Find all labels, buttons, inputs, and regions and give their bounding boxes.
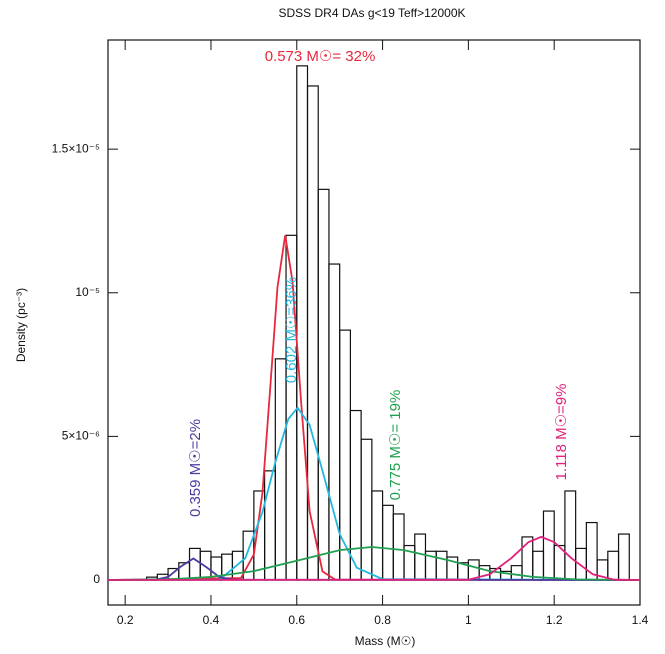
- histogram-bar: [392, 513, 405, 581]
- histogram-bar: [317, 188, 330, 581]
- histogram-bar: [339, 329, 352, 581]
- y-axis-label: Density (pc⁻³): [14, 288, 28, 362]
- histogram-bar: [274, 358, 287, 581]
- histogram-bar: [349, 409, 362, 581]
- histogram-bar: [542, 510, 555, 581]
- y-tick-label: 10⁻⁵: [75, 285, 100, 299]
- histogram-bar: [381, 504, 394, 581]
- plot-frame: [107, 39, 641, 606]
- histogram-bar: [414, 533, 427, 581]
- histogram-bar: [435, 550, 448, 581]
- chart-title: SDSS DR4 DAs g<19 Teff>12000K: [278, 6, 465, 20]
- component-curve: [107, 546, 641, 581]
- histogram-bar: [371, 490, 384, 581]
- y-tick-label: 5×10⁻⁶: [62, 429, 100, 443]
- component-label: 0.573 M☉= 32%: [265, 48, 376, 65]
- histogram-bar: [328, 263, 341, 581]
- component-curve: [107, 557, 641, 581]
- histogram-bar: [188, 547, 201, 581]
- component-curve: [107, 406, 641, 581]
- component-label: 0.775 M☉= 19%: [387, 390, 404, 501]
- y-tick-label: 1.5×10⁻⁵: [52, 141, 100, 155]
- component-curve: [107, 235, 641, 581]
- histogram-bar: [564, 490, 577, 581]
- component-label: 0.359 M☉=2%: [187, 419, 204, 517]
- x-axis-label: Mass (M☉): [355, 634, 416, 648]
- histogram-bar: [510, 565, 523, 581]
- histogram-bar: [617, 533, 630, 581]
- x-tick-label: 1.4: [632, 613, 649, 627]
- x-tick-label: 0.4: [203, 613, 220, 627]
- histogram-bar: [263, 470, 276, 581]
- histogram-bar: [360, 438, 373, 581]
- histogram-bar: [253, 490, 266, 581]
- component-curve: [107, 535, 641, 581]
- x-tick-label: 0.8: [374, 613, 391, 627]
- component-label: 1.118 M☉=9%: [553, 384, 570, 481]
- histogram-bar: [607, 550, 620, 581]
- x-tick-label: 1.2: [546, 613, 563, 627]
- x-tick-label: 0.2: [117, 613, 134, 627]
- x-tick-label: 0.6: [288, 613, 305, 627]
- histogram-bar: [575, 547, 587, 581]
- y-tick-label: 0: [93, 572, 100, 586]
- component-label: 0.602 M☉=36%: [283, 277, 300, 383]
- histogram-bar: [532, 550, 545, 581]
- x-tick-label: 1: [465, 613, 472, 627]
